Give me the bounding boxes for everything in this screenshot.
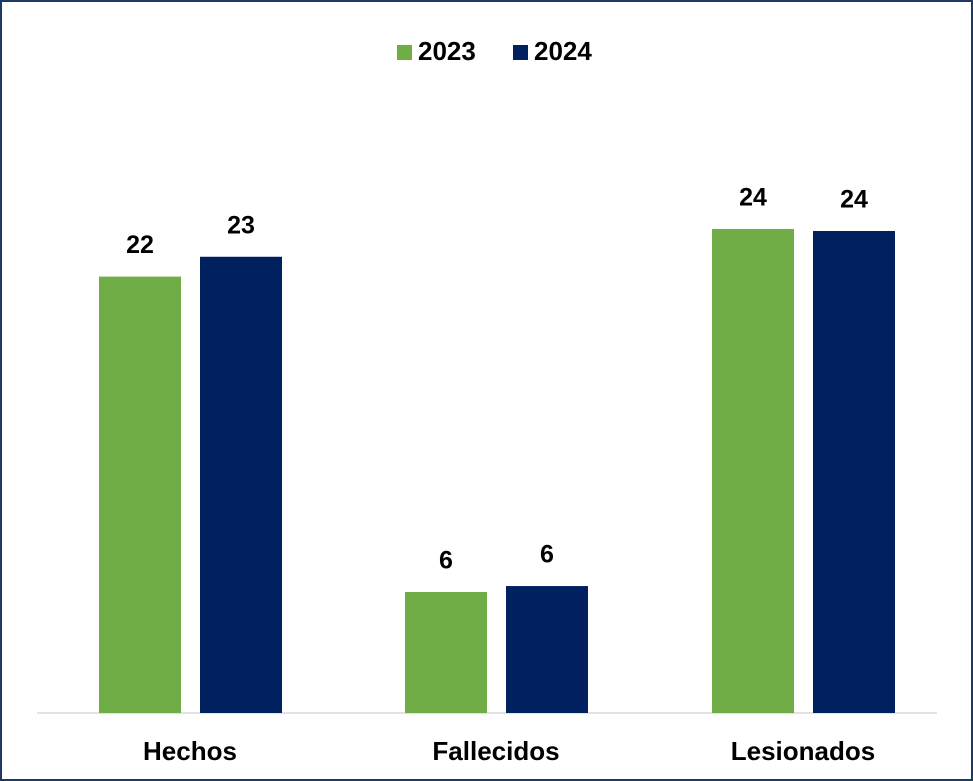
bar — [712, 229, 794, 713]
legend-swatch — [513, 45, 528, 60]
legend-label: 2024 — [534, 36, 592, 66]
data-label: 22 — [126, 231, 154, 259]
data-label: 24 — [739, 184, 767, 212]
data-label: 24 — [840, 186, 868, 214]
bar — [99, 276, 181, 713]
x-tick-label: Fallecidos — [432, 736, 559, 766]
x-tick-label: Lesionados — [731, 736, 875, 766]
bar — [405, 592, 487, 713]
data-label: 23 — [227, 211, 255, 239]
legend-swatch — [397, 45, 412, 60]
bar — [813, 230, 895, 713]
bar — [200, 256, 282, 713]
data-label: 6 — [540, 541, 554, 569]
legend-label: 2023 — [418, 36, 476, 66]
data-label: 6 — [439, 547, 453, 575]
x-tick-label: Hechos — [143, 736, 237, 766]
bar — [506, 586, 588, 713]
